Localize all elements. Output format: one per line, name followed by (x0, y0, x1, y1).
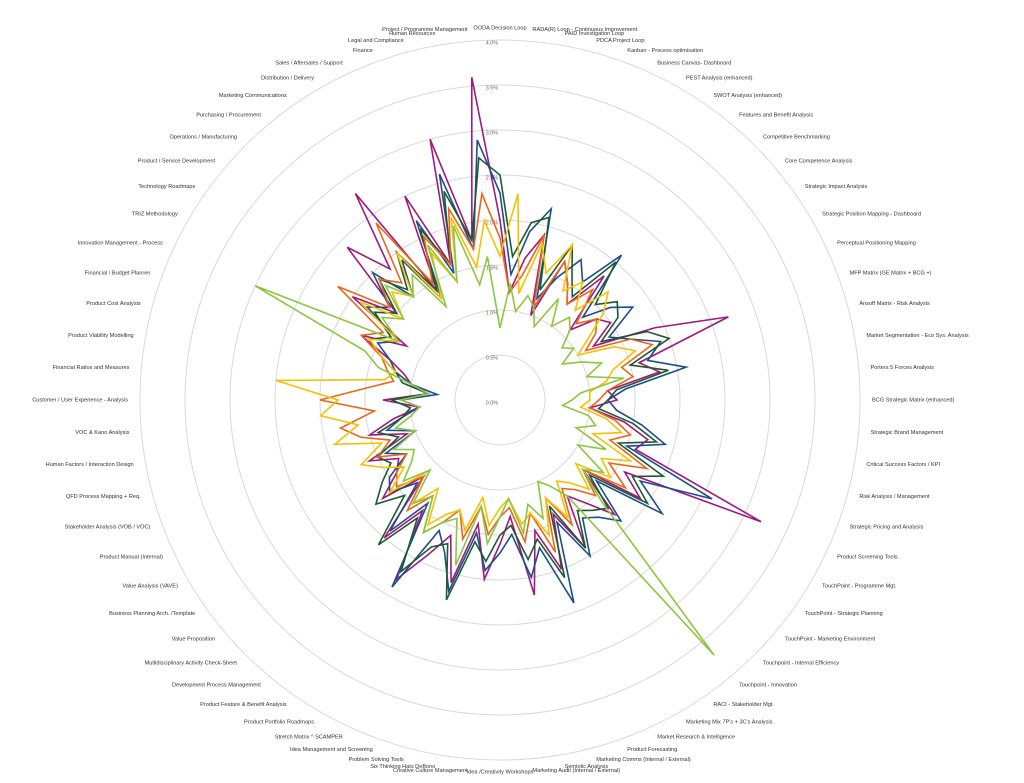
category-label: Idea Management and Screening (290, 747, 373, 753)
category-label: Sales / Aftersales / Support (275, 60, 343, 66)
series-line (275, 193, 638, 538)
category-label: Competitive Benchmarking (763, 134, 830, 140)
tick-label: 0.5% (486, 355, 498, 361)
category-label: Stakeholder Analysis (VOB / VOC) (65, 525, 151, 531)
category-label: Business Planning Arch. /Template (109, 611, 195, 617)
category-label: SWOT Analysis (enhanced) (713, 93, 782, 99)
grid-circle (454, 354, 546, 446)
tick-label: 4.0% (486, 40, 498, 46)
category-label: Market Research & Intelligence (657, 735, 735, 741)
category-label: Marketing Comms (Internal / External) (596, 757, 691, 763)
category-label: Development Process Management (172, 682, 261, 688)
category-label: Market Segmentation - Eco Sys. Analysis (866, 333, 968, 339)
grid-circle (184, 84, 816, 716)
category-label: Core Competence Analysis (785, 158, 853, 164)
category-label: RACI - Stakeholder Mgt. (713, 702, 774, 708)
grid-circle (229, 129, 771, 671)
category-label: Project / Programme Management (382, 27, 468, 33)
category-label: Customer / User Experience - Analysis (32, 397, 128, 403)
series-line (368, 156, 671, 601)
category-label: Touchpoint - Innovation (739, 682, 797, 688)
category-label: Product Cost Analysis (86, 301, 141, 307)
tick-label: 2.0% (486, 220, 498, 226)
category-label: Stretch Matrix ^ SCAMPER (275, 735, 343, 741)
category-label: Idea /Creativity Workshops (467, 769, 534, 775)
category-label: VOC & Kano Analysis (75, 430, 129, 436)
category-label: Financial Ratios and Measures (53, 365, 130, 371)
category-label: Business Canvas- Dashboard (657, 60, 731, 66)
category-label: TRIZ Methodology (132, 211, 178, 217)
category-label: Marketing Communications (219, 93, 287, 99)
category-label: Finance (353, 48, 373, 54)
category-label: Product Viability Modelling (68, 333, 134, 339)
category-label: Semiotic Analysis (565, 764, 609, 770)
category-label: Strategic Position Mapping - Dashboard (822, 211, 921, 217)
category-label: Features and Benefit Analysis (739, 113, 813, 119)
category-label: Ansoff Matrix - Risk Analysis (859, 301, 930, 307)
category-label: Perceptual Positioning Mapping (837, 240, 916, 246)
category-label: Strategic Pricing and Analysis (850, 525, 924, 531)
category-label: Product Screening Tools (837, 555, 898, 561)
category-label: OODA Decision Loop (473, 25, 526, 31)
series-line (346, 77, 762, 596)
category-label: TouchPoint - Programme Mgt. (822, 583, 897, 589)
category-label: Financial / Budget Planner (85, 270, 151, 276)
category-label: Risk Analysis / Management (859, 494, 930, 500)
category-label: RADA(R) Loop - Continuous Improvement (532, 27, 637, 33)
category-label: Value Analysis (VAVE) (122, 583, 177, 589)
category-label: BCG Strategic Matrix (enhanced) (872, 397, 955, 403)
tick-label: 3.0% (486, 130, 498, 136)
category-label: Kanban - Process optimisation (627, 48, 703, 54)
grid-circle (139, 39, 861, 761)
category-label: Innovation Management - Process (78, 240, 163, 246)
category-label: TouchPoint - Marketing Environment (785, 637, 876, 643)
category-label: Product Forecasting (627, 747, 677, 753)
category-label: Human Factors / Interaction Design (46, 462, 134, 468)
category-label: Six Thinking Hats DeBono (370, 764, 435, 770)
category-label: Product / Service Development (138, 158, 216, 164)
category-label: Purchasing / Procurement (196, 113, 261, 119)
category-label: Operations / Manufacturing (169, 134, 236, 140)
category-label: Human Resources (389, 31, 436, 37)
category-label: Technology Roadmaps (138, 184, 195, 190)
category-label: Critical Success Factors / KPI (866, 462, 940, 468)
category-label: TouchPoint - Strategic Planning (805, 611, 883, 617)
tick-label: 0.0% (486, 400, 498, 406)
tick-label: 1.0% (486, 310, 498, 316)
tick-label: 3.5% (486, 85, 498, 91)
category-label: Value Proposition (172, 637, 215, 643)
category-label: Porters 5 Forces Analysis (871, 365, 935, 371)
category-label: Problem Solving Tools (348, 757, 403, 763)
grid-circle (409, 309, 591, 491)
category-label: PEST Analysis (enhanced) (686, 75, 753, 81)
category-label: Strategic Brand Management (871, 430, 944, 436)
category-label: Creative Culture Management (393, 768, 468, 774)
category-label: PAID Investigation Loop (565, 31, 625, 37)
category-label: Legal and Compliance (348, 38, 404, 44)
category-label: Multidisciplinary Activity Check-Sheet (145, 661, 238, 667)
category-label: Touchpoint - Internal Efficiency (763, 661, 839, 667)
category-label: Distribution / Delivery (261, 75, 314, 81)
series-line (254, 225, 715, 656)
category-label: Product Feature & Benefit Analysis (200, 702, 287, 708)
category-label: Product Portfolio Roadmaps (244, 720, 314, 726)
category-label: Marketing Audit (Internal / External) (532, 768, 620, 774)
tick-label: 1.5% (486, 265, 498, 271)
category-label: Marketing Mix 7P's + 3C's Analysis (686, 720, 773, 726)
category-label: Strategic Impact Analysis (805, 184, 868, 190)
category-label: Product Manual (Internal) (100, 555, 163, 561)
category-label: QFD Process Mapping + Req. (66, 494, 141, 500)
category-label: PDCA Project Loop (596, 38, 644, 44)
category-label: MFP Matrix (GE Matrix + BCG +) (850, 270, 932, 276)
